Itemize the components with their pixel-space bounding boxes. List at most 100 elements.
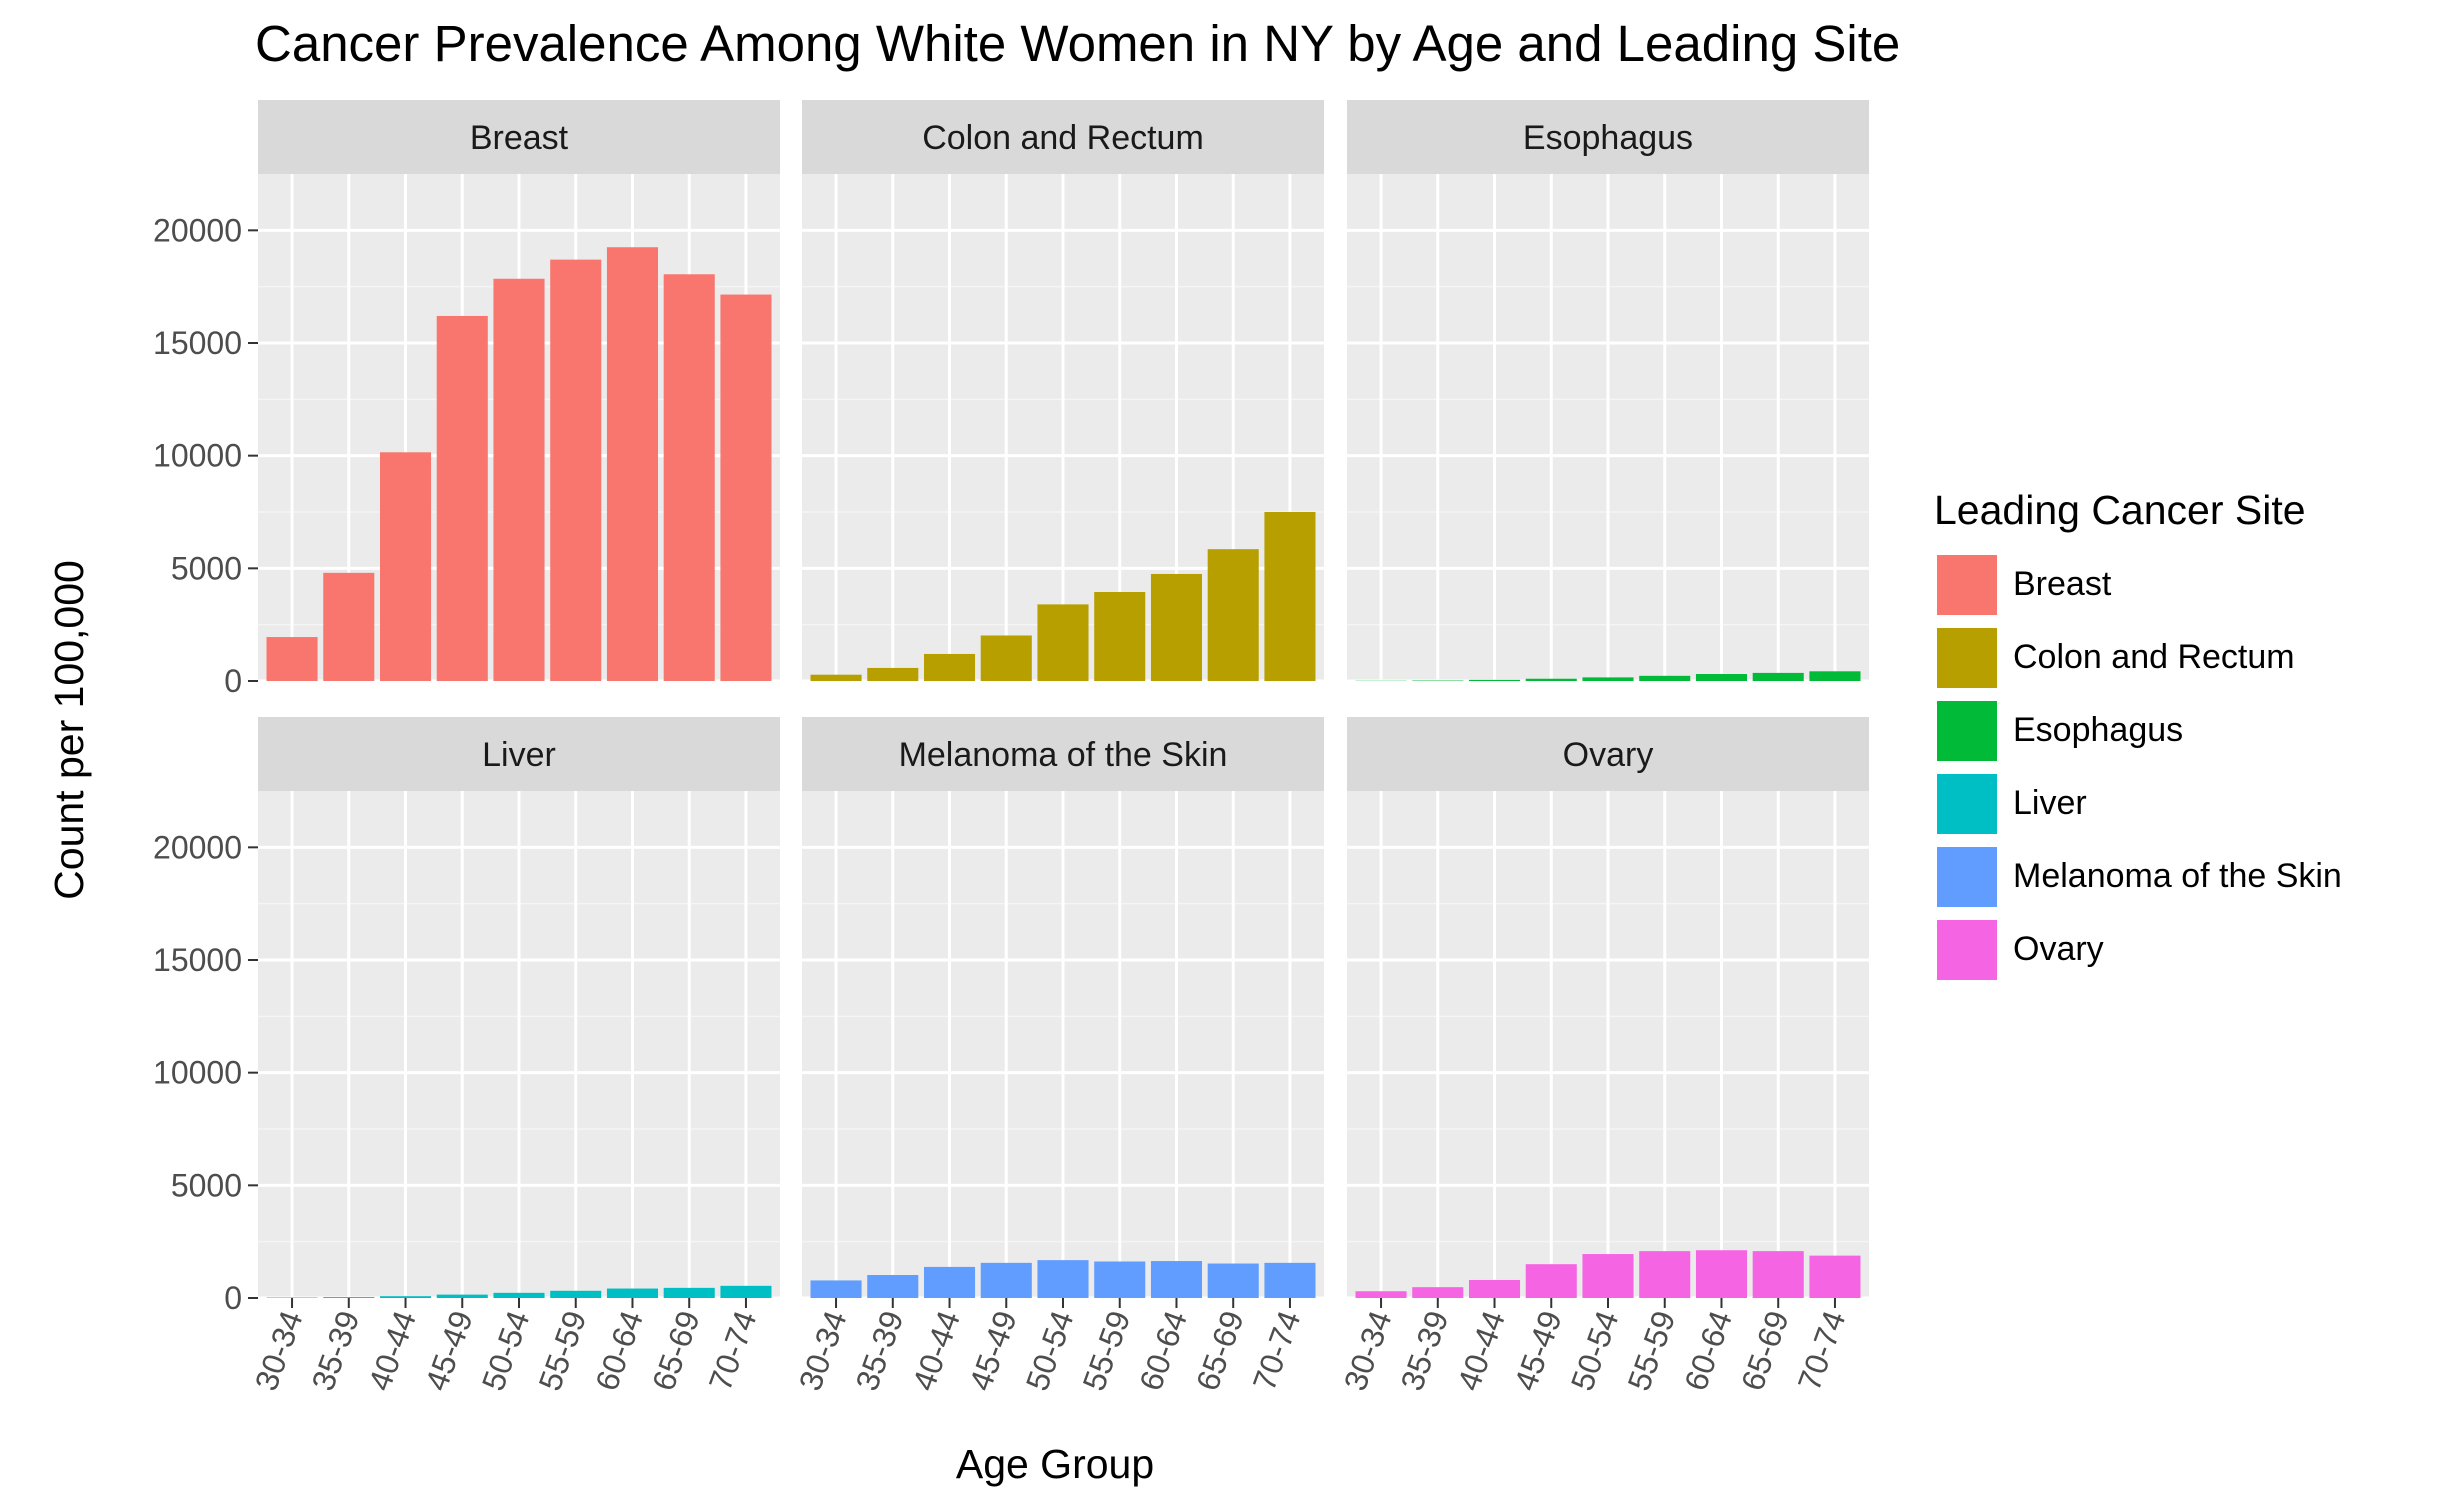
bar-liver-50-54 <box>493 1292 545 1298</box>
x-tick-label: 50-54 <box>475 1306 537 1395</box>
x-tick-label: 65-69 <box>1189 1306 1251 1395</box>
legend-label: Liver <box>2013 784 2087 822</box>
bar-breast-30-34 <box>266 637 318 681</box>
bar-esophagus-55-59 <box>1639 675 1691 681</box>
bar-melanoma-of-the-skin-65-69 <box>1207 1263 1259 1298</box>
facet-label-liver: Liver <box>482 736 556 774</box>
legend-items: Breast Colon and Rectum Esophagus Liver Mela… <box>1928 548 2342 986</box>
y-tick-label: 10000 <box>153 438 242 474</box>
bar-ovary-55-59 <box>1639 1251 1691 1298</box>
facet-strip-esophagus <box>1347 100 1869 174</box>
facet-strip-ovary <box>1347 717 1869 791</box>
bar-colon-and-rectum-60-64 <box>1150 573 1203 681</box>
x-tick-label: 35-39 <box>305 1306 367 1395</box>
bar-ovary-40-44 <box>1468 1279 1521 1298</box>
bar-melanoma-of-the-skin-45-49 <box>980 1262 1032 1298</box>
bar-breast-50-54 <box>493 278 545 681</box>
bar-melanoma-of-the-skin-50-54 <box>1037 1260 1089 1298</box>
bar-esophagus-70-74 <box>1809 671 1861 681</box>
bar-ovary-50-54 <box>1582 1254 1634 1298</box>
bar-breast-45-49 <box>436 315 488 681</box>
x-tick-label: 45-49 <box>418 1306 480 1395</box>
facet-label-ovary: Ovary <box>1563 736 1654 774</box>
bar-ovary-30-34 <box>1355 1291 1407 1298</box>
x-tick-label: 30-34 <box>792 1306 854 1395</box>
bar-ovary-35-39 <box>1412 1287 1464 1298</box>
y-tick-label: 20000 <box>153 212 242 248</box>
bar-liver-45-49 <box>436 1294 488 1298</box>
x-tick-label: 45-49 <box>1507 1306 1569 1395</box>
x-tick-label: 40-44 <box>361 1306 423 1395</box>
bar-ovary-65-69 <box>1752 1251 1804 1298</box>
bar-colon-and-rectum-45-49 <box>980 635 1032 681</box>
legend-swatch <box>1934 916 2000 983</box>
bar-esophagus-45-49 <box>1525 678 1577 681</box>
bar-liver-60-64 <box>606 1288 659 1298</box>
x-tick-label: 35-39 <box>1394 1306 1456 1395</box>
bar-colon-and-rectum-70-74 <box>1264 512 1316 681</box>
bar-esophagus-40-44 <box>1468 679 1521 681</box>
facet-strip-liver <box>258 717 780 791</box>
legend-item-colon-and-rectum: Colon and Rectum <box>1928 621 2342 694</box>
x-tick-label: 65-69 <box>645 1306 707 1395</box>
bar-ovary-70-74 <box>1809 1255 1861 1298</box>
y-axis-title: Count per 100,000 <box>46 560 92 900</box>
bar-melanoma-of-the-skin-35-39 <box>867 1275 919 1298</box>
legend-item-melanoma-of-the-skin: Melanoma of the Skin <box>1928 840 2342 913</box>
bar-colon-and-rectum-40-44 <box>923 653 976 681</box>
legend-item-breast: Breast <box>1928 548 2342 621</box>
y-tick-label: 5000 <box>171 550 242 586</box>
bar-esophagus-60-64 <box>1695 674 1748 681</box>
x-tick-label: 40-44 <box>1450 1306 1512 1395</box>
bar-breast-40-44 <box>379 452 432 681</box>
x-tick-label: 70-74 <box>1246 1306 1308 1395</box>
bar-esophagus-65-69 <box>1752 672 1804 681</box>
bar-ovary-45-49 <box>1525 1264 1577 1298</box>
legend-label: Ovary <box>2013 930 2104 968</box>
x-tick-label: 50-54 <box>1564 1306 1626 1395</box>
legend-swatch <box>1934 551 2000 618</box>
legend-item-ovary: Ovary <box>1928 913 2342 986</box>
legend-swatch <box>1934 770 2000 837</box>
legend-label: Melanoma of the Skin <box>2013 857 2342 895</box>
bar-liver-35-39 <box>323 1297 375 1298</box>
x-tick-label: 55-59 <box>531 1306 593 1395</box>
y-tick-label: 10000 <box>153 1055 242 1091</box>
bar-ovary-60-64 <box>1695 1250 1748 1298</box>
bar-melanoma-of-the-skin-70-74 <box>1264 1262 1316 1298</box>
facet-strip-melanoma-of-the-skin <box>802 717 1324 791</box>
x-tick-label: 55-59 <box>1075 1306 1137 1395</box>
bar-breast-70-74 <box>720 294 772 681</box>
legend-label: Breast <box>2013 565 2112 603</box>
legend-label: Colon and Rectum <box>2013 638 2295 676</box>
bar-colon-and-rectum-55-59 <box>1094 591 1146 681</box>
y-tick-label: 5000 <box>171 1167 242 1203</box>
x-tick-label: 70-74 <box>1791 1306 1853 1395</box>
legend-title: Leading Cancer Site <box>1934 487 2306 533</box>
legend: Leading Cancer Site Breast Colon and Rect… <box>1928 487 2342 986</box>
y-tick-label: 15000 <box>153 325 242 361</box>
bar-colon-and-rectum-35-39 <box>867 667 919 681</box>
y-tick-label: 15000 <box>153 942 242 978</box>
bar-esophagus-50-54 <box>1582 677 1634 681</box>
x-tick-label: 45-49 <box>962 1306 1024 1395</box>
facet-label-breast: Breast <box>470 119 569 157</box>
bar-liver-55-59 <box>550 1290 602 1298</box>
bar-colon-and-rectum-30-34 <box>810 674 862 681</box>
x-tick-label: 40-44 <box>905 1306 967 1395</box>
y-tick-label: 20000 <box>153 829 242 865</box>
legend-item-liver: Liver <box>1928 767 2342 840</box>
y-tick-label: 0 <box>224 1280 242 1316</box>
x-tick-label: 30-34 <box>248 1306 310 1395</box>
bar-melanoma-of-the-skin-60-64 <box>1150 1261 1203 1298</box>
x-tick-label: 70-74 <box>702 1306 764 1395</box>
bar-breast-60-64 <box>606 247 659 681</box>
x-tick-label: 50-54 <box>1019 1306 1081 1395</box>
legend-swatch <box>1934 697 2000 764</box>
legend-swatch <box>1934 843 2000 910</box>
facet-label-colon-and-rectum: Colon and Rectum <box>922 119 1204 157</box>
facet-strip-colon-and-rectum <box>802 100 1324 174</box>
x-tick-label: 60-64 <box>1132 1306 1194 1395</box>
bar-melanoma-of-the-skin-40-44 <box>923 1266 976 1298</box>
